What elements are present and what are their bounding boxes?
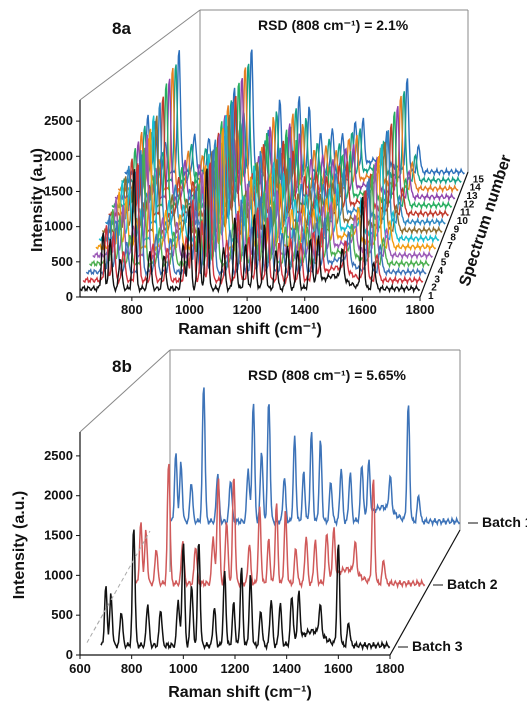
x-axis-label-8a: Raman shift (cm⁻¹) [178, 321, 322, 338]
batch-label: Batch 3 [412, 638, 463, 654]
z-tick-label: 6 [444, 249, 450, 260]
frame-line [79, 9, 201, 101]
z-tick-label: 3 [434, 274, 440, 285]
panel-8a: 800 1000 1200 1400 1600 1800 0 500 1000 1500 2000… [29, 9, 515, 338]
rsd-annotation-8a: RSD (808 cm⁻¹) = 2.1% [258, 17, 409, 33]
y-tick-label: 500 [51, 254, 73, 269]
z-tick-label: 2 [431, 283, 437, 294]
x-tick-label: 800 [121, 661, 143, 676]
spectrum-trace [79, 168, 421, 294]
x-tick-label: 1000 [169, 661, 198, 676]
x-tick-label: 1400 [290, 302, 319, 317]
x-tick-label: 1000 [175, 302, 204, 317]
z-tick-label: 13 [466, 191, 478, 202]
y-tick-label: 1000 [44, 567, 73, 582]
frame-line [419, 171, 469, 298]
x-ticks-8b: 600 800 1000 1200 1400 1600 1800 [69, 655, 404, 676]
y-tick-label: 0 [66, 647, 73, 662]
x-tick-label: 1800 [406, 302, 435, 317]
panel-8b: 600 800 1000 1200 1400 1600 1800 0 500 1000 1500 2… [11, 349, 527, 701]
z-tick-label: 5 [441, 258, 447, 269]
traces-8b [86, 387, 461, 652]
batch-labels-8b: Batch 1 Batch 2 Batch 3 [398, 514, 527, 654]
spectrum-trace [82, 162, 424, 286]
batch-label: Batch 2 [447, 576, 498, 592]
z-tick-label: 4 [438, 266, 444, 277]
batch-trace [100, 529, 391, 652]
y-axis-label-8a: Intensity (a.u) [29, 148, 46, 252]
frame-line [389, 529, 461, 656]
x-tick-label: 1400 [272, 661, 301, 676]
z-tick-label: 14 [470, 183, 482, 194]
z-tick-label: 7 [447, 241, 453, 252]
x-tick-label: 600 [69, 661, 91, 676]
y-tick-label: 0 [66, 289, 73, 304]
x-tick-label: 1600 [324, 661, 353, 676]
y-tick-label: 500 [51, 607, 73, 622]
z-tick-label: 9 [454, 224, 460, 235]
y-tick-label: 1500 [44, 528, 73, 543]
y-ticks-8b: 0 500 1000 1500 2000 2500 [44, 448, 80, 662]
z-tick-label: 15 [473, 174, 485, 185]
rsd-annotation-8b: RSD (808 cm⁻¹) = 5.65% [248, 367, 407, 383]
z-tick-label: 11 [460, 208, 471, 219]
y-tick-label: 2500 [44, 448, 73, 463]
batch-trace [170, 387, 461, 528]
panel-label-8a: 8a [112, 19, 131, 38]
y-ticks-8a: 0 500 1000 1500 2000 2500 [44, 113, 80, 304]
frame-line [79, 349, 171, 433]
panel-label-8b: 8b [112, 357, 132, 376]
y-tick-label: 2500 [44, 113, 73, 128]
depth-guide [86, 592, 116, 643]
batch-label: Batch 1 [482, 514, 527, 530]
z-tick-label: 8 [450, 233, 456, 244]
y-tick-label: 1000 [44, 219, 73, 234]
z-tick-label: 1 [428, 291, 434, 302]
x-tick-label: 1200 [221, 661, 250, 676]
z-tick-label: 12 [463, 199, 475, 210]
x-axis-label-8b: Raman shift (cm⁻¹) [168, 684, 312, 701]
y-tick-label: 1500 [44, 183, 73, 198]
depth-guide [93, 530, 151, 631]
y-axis-label-8b: Intensity (a.u.) [11, 491, 28, 599]
x-tick-label: 1800 [376, 661, 405, 676]
x-tick-label: 1600 [348, 302, 377, 317]
y-tick-label: 2000 [44, 488, 73, 503]
z-tick-label: 10 [457, 216, 469, 227]
traces-8a [79, 49, 465, 294]
x-ticks-8a: 800 1000 1200 1400 1600 1800 [121, 297, 434, 317]
batch-trace [135, 463, 426, 590]
x-tick-label: 800 [121, 302, 143, 317]
x-tick-label: 1200 [233, 302, 262, 317]
y-tick-label: 2000 [44, 148, 73, 163]
